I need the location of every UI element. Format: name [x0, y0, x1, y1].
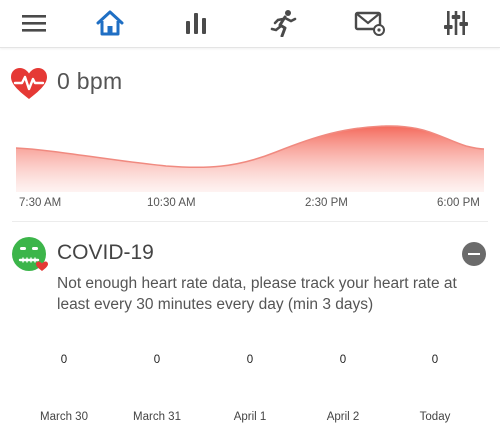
day-label-2: April 1 [233, 411, 267, 423]
heart-rate-card[interactable]: 0 bpm 7:30 AM 10:30 AM 2:30 PM 6:00 PM [0, 56, 500, 220]
covid-message: Not enough heart rate data, please track… [57, 275, 457, 313]
menu-icon [22, 15, 46, 32]
menu-button[interactable] [14, 6, 54, 40]
day-count-2: 0 [246, 354, 254, 366]
heart-rate-value: 0 bpm [57, 68, 123, 94]
day-count-3: 0 [339, 354, 347, 366]
covid-card: COVID-19 Not enough heart rate data, ple… [0, 224, 500, 441]
running-icon [270, 10, 297, 37]
day-label-1: March 31 [133, 411, 181, 423]
stats-tab[interactable] [176, 6, 216, 40]
settings-tab[interactable] [436, 6, 476, 40]
time-label-3: 6:00 PM [437, 197, 480, 209]
collapse-button[interactable] [462, 242, 486, 266]
day-count-4: 0 [431, 354, 439, 366]
time-label-2: 2:30 PM [305, 197, 348, 209]
day-label-3: April 2 [326, 411, 360, 423]
sliders-icon [444, 11, 468, 35]
bar-chart-icon [186, 13, 206, 34]
notifications-tab[interactable] [350, 6, 390, 40]
heart-rate-line [16, 125, 484, 169]
day-count-1: 0 [153, 354, 161, 366]
sick-face-icon [12, 237, 48, 271]
heart-rate-chart [16, 125, 484, 192]
mail-settings-icon [354, 11, 385, 36]
day-label-4: Today [419, 411, 451, 423]
activity-tab[interactable] [264, 6, 304, 40]
heart-pulse-icon [11, 68, 47, 99]
covid-title: COVID-19 [57, 241, 154, 264]
heart-rate-area [16, 125, 484, 192]
time-label-1: 10:30 AM [147, 197, 196, 209]
day-count-0: 0 [60, 354, 68, 366]
home-tab[interactable] [90, 6, 130, 40]
time-label-0: 7:30 AM [19, 197, 62, 209]
day-label-0: March 30 [40, 411, 88, 423]
top-navigation-bar [0, 0, 500, 48]
card-divider [12, 221, 488, 222]
home-icon [96, 10, 124, 36]
